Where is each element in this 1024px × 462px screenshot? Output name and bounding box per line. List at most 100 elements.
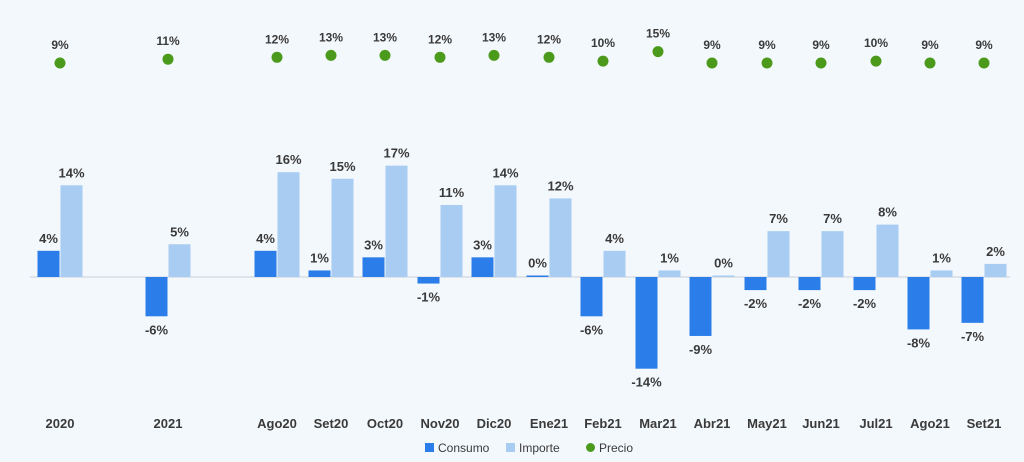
tick-label-set20: Set20 bbox=[314, 416, 349, 431]
price-labels-layer: 9% 11% 12% 13% 13% 12% 13% 12% 10% 15% 9% 9% 9% 10% 9%… bbox=[51, 27, 993, 52]
bar-consumo-set20 bbox=[308, 270, 331, 277]
label-importe-may21: 7% bbox=[769, 211, 788, 226]
label-consumo-oct20: 3% bbox=[364, 237, 383, 252]
legend-swatch-precio bbox=[586, 443, 595, 452]
bar-importe-mar21 bbox=[658, 270, 681, 277]
legend: Consumo Importe Precio bbox=[425, 441, 633, 455]
bar-importe-may21 bbox=[767, 231, 790, 277]
dot-precio-oct20 bbox=[379, 49, 391, 61]
label-precio-set20: 13% bbox=[319, 30, 343, 44]
label-consumo-jul21: -2% bbox=[853, 296, 877, 311]
dot-precio-may21 bbox=[761, 57, 773, 69]
bar-importe-2020 bbox=[60, 185, 83, 277]
bar-importe-nov20 bbox=[440, 204, 463, 277]
label-consumo-feb21: -6% bbox=[580, 322, 604, 337]
label-importe-abr21: 0% bbox=[714, 256, 733, 271]
label-importe-feb21: 4% bbox=[605, 231, 624, 246]
label-consumo-mar21: -14% bbox=[631, 375, 662, 390]
bar-importe-ago21 bbox=[930, 270, 953, 277]
label-importe-ene21: 12% bbox=[547, 178, 573, 193]
label-precio-oct20: 13% bbox=[373, 30, 397, 44]
bar-consumo-jun21 bbox=[798, 277, 821, 291]
bar-importe-2021 bbox=[168, 244, 191, 277]
bar-consumo-ago20 bbox=[254, 250, 277, 277]
tick-label-jun21: Jun21 bbox=[802, 416, 840, 431]
label-precio-ago20: 12% bbox=[265, 32, 289, 46]
label-precio-jun21: 9% bbox=[812, 38, 830, 52]
bar-importe-set20 bbox=[331, 178, 354, 277]
label-consumo-ago21: -8% bbox=[907, 335, 931, 350]
bars-layer bbox=[37, 165, 1007, 369]
tick-label-feb21: Feb21 bbox=[584, 416, 622, 431]
label-importe-jun21: 7% bbox=[823, 211, 842, 226]
bar-consumo-ene21 bbox=[526, 275, 549, 277]
bar-consumo-may21 bbox=[744, 277, 767, 291]
bar-consumo-dic20 bbox=[471, 257, 494, 277]
label-importe-set20: 15% bbox=[329, 159, 355, 174]
bar-importe-feb21 bbox=[603, 250, 626, 277]
label-consumo-jun21: -2% bbox=[798, 296, 822, 311]
bar-importe-jun21 bbox=[821, 231, 844, 277]
label-importe-dic20: 14% bbox=[492, 165, 518, 180]
dot-precio-abr21 bbox=[706, 57, 718, 69]
dot-precio-mar21 bbox=[652, 46, 664, 58]
bar-importe-abr21 bbox=[712, 275, 735, 277]
bar-importe-oct20 bbox=[385, 165, 408, 277]
legend-label-consumo: Consumo bbox=[438, 441, 490, 455]
label-importe-set21: 2% bbox=[986, 244, 1005, 259]
label-consumo-may21: -2% bbox=[744, 296, 768, 311]
tick-label-dic20: Dic20 bbox=[477, 416, 512, 431]
tick-label-mar21: Mar21 bbox=[639, 416, 677, 431]
label-precio-mar21: 15% bbox=[646, 27, 670, 41]
tick-label-2020: 2020 bbox=[46, 416, 75, 431]
tick-label-2021: 2021 bbox=[154, 416, 183, 431]
bar-consumo-2021 bbox=[145, 277, 168, 317]
label-importe-nov20: 11% bbox=[439, 185, 465, 200]
bar-importe-dic20 bbox=[494, 185, 517, 277]
dot-precio-ago21 bbox=[924, 57, 936, 69]
bar-consumo-feb21 bbox=[580, 277, 603, 317]
label-consumo-nov20: -1% bbox=[417, 290, 441, 305]
legend-swatch-importe bbox=[506, 443, 515, 452]
tick-label-ago21: Ago21 bbox=[910, 416, 950, 431]
bar-importe-jul21 bbox=[876, 224, 899, 277]
label-precio-set21: 9% bbox=[975, 38, 993, 52]
bar-consumo-mar21 bbox=[635, 277, 658, 369]
label-consumo-set21: -7% bbox=[961, 329, 985, 344]
dot-precio-2021 bbox=[162, 53, 174, 65]
bar-importe-ago20 bbox=[277, 172, 300, 277]
label-importe-mar21: 1% bbox=[660, 250, 679, 265]
label-consumo-set20: 1% bbox=[310, 250, 329, 265]
label-precio-abr21: 9% bbox=[703, 38, 721, 52]
label-importe-2021: 5% bbox=[170, 224, 189, 239]
label-consumo-ago20: 4% bbox=[256, 231, 275, 246]
label-precio-nov20: 12% bbox=[428, 32, 452, 46]
tick-label-ene21: Ene21 bbox=[530, 416, 568, 431]
legend-label-precio: Precio bbox=[599, 441, 633, 455]
tick-label-ago20: Ago20 bbox=[257, 416, 297, 431]
dot-precio-ago20 bbox=[271, 51, 283, 63]
bar-consumo-abr21 bbox=[689, 277, 712, 336]
bar-consumo-2020 bbox=[37, 250, 60, 277]
label-precio-feb21: 10% bbox=[591, 36, 615, 50]
label-precio-2021: 11% bbox=[156, 34, 180, 48]
bar-labels-layer: 4% 14% -6% 5% 4% 16% 1% 15% 3% 17% -1% 11% 3% 14% 0% 12… bbox=[39, 146, 1005, 390]
label-precio-ago21: 9% bbox=[921, 38, 939, 52]
price-dots-layer bbox=[54, 46, 990, 69]
dot-precio-dic20 bbox=[488, 49, 500, 61]
tick-label-nov20: Nov20 bbox=[420, 416, 459, 431]
label-consumo-ene21: 0% bbox=[528, 256, 547, 271]
dot-precio-jul21 bbox=[870, 55, 882, 67]
label-importe-jul21: 8% bbox=[878, 205, 897, 220]
legend-label-importe: Importe bbox=[519, 441, 560, 455]
dot-precio-2020 bbox=[54, 57, 66, 69]
bar-consumo-set21 bbox=[961, 277, 984, 323]
label-precio-2020: 9% bbox=[51, 38, 69, 52]
label-consumo-2021: -6% bbox=[145, 322, 169, 337]
label-precio-ene21: 12% bbox=[537, 32, 561, 46]
tick-label-abr21: Abr21 bbox=[694, 416, 731, 431]
label-consumo-2020: 4% bbox=[39, 231, 58, 246]
dot-precio-feb21 bbox=[597, 55, 609, 67]
dot-precio-set21 bbox=[978, 57, 990, 69]
